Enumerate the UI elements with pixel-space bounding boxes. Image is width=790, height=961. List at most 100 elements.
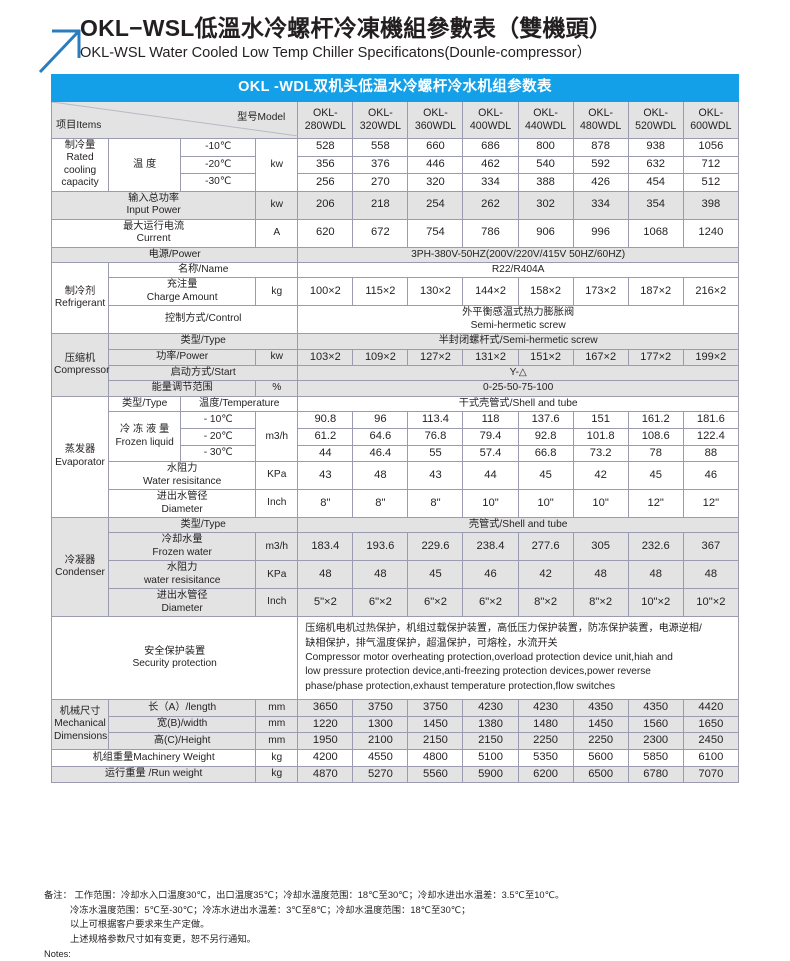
dimension-unit: mm (255, 699, 299, 717)
cell: 131×2 (462, 348, 519, 366)
cell: 2150 (407, 732, 464, 751)
refrigerant-name-value: R22/R404A (297, 261, 739, 279)
cell: 5600 (572, 749, 629, 767)
cell: 8"×2 (517, 588, 574, 618)
cell: 5560 (407, 765, 464, 784)
cell: 376 (352, 155, 409, 175)
page-header: OKL−WSL低溫水冷螺杆冷凍機組參數表（雙機頭） OKL-WSL Water … (0, 8, 790, 74)
page-title-cn: OKL−WSL低溫水冷螺杆冷凍機組參數表（雙機頭） (80, 15, 613, 41)
cell: 7070 (682, 765, 740, 784)
cell: 187×2 (627, 277, 684, 307)
cell: 446 (407, 155, 464, 175)
cell: 2300 (627, 732, 684, 751)
cell: 101.8 (572, 427, 629, 446)
cell: 1650 (682, 715, 740, 734)
note-line-4: 上述规格参数尺寸如有变更，恕不另行通知。 (70, 934, 256, 945)
cell: 45 (517, 461, 574, 491)
cell: 1560 (627, 715, 684, 734)
frozen-liquid-row-10: 冷 冻 液 量 Frozen liquid - 10℃ m3/h 90.8 96 … (52, 411, 740, 463)
condenser-resistance-unit: KPa (255, 560, 299, 590)
cell: 1220 (297, 715, 354, 734)
cell: 1300 (352, 715, 409, 734)
cell: 8"×2 (572, 588, 629, 618)
cell: 592 (572, 155, 629, 175)
condenser-diameter-unit: Inch (255, 588, 299, 618)
cell: 1240 (682, 218, 740, 248)
cooling-row-10: 制冷量 Rated cooling capacity 温 度 -10℃ kw 5… (50, 138, 740, 192)
cell: 5100 (462, 749, 519, 767)
cell: 672 (352, 218, 409, 248)
model-col-1: OKL- 320WDL (352, 101, 409, 139)
condenser-water-label: 冷却水量 Frozen water (108, 532, 257, 562)
cell: 92.8 (517, 427, 574, 446)
cell: 66.8 (517, 444, 574, 463)
cell: 5270 (352, 765, 409, 784)
security-protection-label: 安全保护装置 Security protection (50, 616, 299, 701)
table-title-row: OKL -WDL双机头低温水冷螺杆冷水机组参数表 (51, 74, 739, 102)
cell: 754 (407, 218, 464, 248)
evaporator-type-row: 蒸发器 Evaporator 类型/Type 温度/Temperature 干式壳… (50, 395, 739, 519)
title-block: OKL−WSL低溫水冷螺杆冷凍機組參數表（雙機頭） OKL-WSL Water … (80, 15, 613, 62)
cell: 103×2 (297, 348, 354, 366)
refrigerant-control-row: 控制方式/Control 外平衡感温式热力膨胀阀 Semi-hermetic sc… (52, 305, 739, 335)
cell: 57.4 (462, 444, 519, 463)
refrigerant-name-label: 名称/Name (108, 261, 299, 279)
cell: 2450 (682, 732, 740, 751)
cell: 906 (517, 218, 574, 248)
machinery-weight-label: 机组重量Machinery Weight (50, 749, 257, 767)
cell: 183.4 (297, 532, 354, 562)
frozen-liquid-label: 冷 冻 液 量 Frozen liquid (108, 411, 182, 463)
model-label: 型号Model (237, 112, 286, 123)
cell: 48 (297, 560, 354, 590)
model-col-3: OKL- 400WDL (462, 101, 519, 139)
cell: 398 (682, 190, 740, 220)
model-col-2: OKL- 360WDL (407, 101, 464, 139)
run-weight-label: 运行重量 /Run weight (50, 765, 257, 784)
condenser-water-unit: m3/h (255, 532, 299, 562)
compressor-start-value: Y-△ (297, 364, 739, 382)
cell: 173×2 (572, 277, 629, 307)
cell: 113.4 (407, 411, 464, 429)
cell: 4870 (297, 765, 354, 784)
cell: 712 (682, 155, 740, 175)
cell: 800 (517, 138, 574, 157)
capacity-range-label: 能量调节范围 (108, 380, 257, 397)
cell: 167×2 (572, 348, 629, 366)
cooling-unit: kw (255, 138, 299, 192)
cell: 540 (517, 155, 574, 175)
cell: 354 (627, 190, 684, 220)
cell: 5350 (517, 749, 574, 767)
cell: 206 (297, 190, 354, 220)
note-line-2: 冷冻水温度范围：5℃至-30℃；冷冻水进出水温差：3℃至8℃；冷却水温度范围：1… (70, 904, 471, 915)
cell: 96 (352, 411, 409, 429)
input-power-label: 输入总功率 Input Power (50, 190, 257, 220)
cell: 44 (462, 461, 519, 491)
cell: 6780 (627, 765, 684, 784)
model-col-6: OKL- 520WDL (627, 101, 684, 139)
compressor-range-row: 能量调节范围 % 0-25-50-75-100 (51, 380, 739, 397)
run-weight-row: 运行重量 /Run weight kg 4870 5270 5560 5900 … (50, 765, 740, 784)
cell: 45 (407, 560, 464, 590)
cell: 320 (407, 173, 464, 192)
dimensions-label: 机械尺寸 Mechanical Dimensions (50, 699, 110, 751)
cell: 181.6 (682, 411, 740, 429)
notes-block: 备注： 工作范围：冷却水入口温度30℃，出口温度35℃；冷却水温度范围：18℃至… (44, 888, 764, 961)
condenser-resistance-label: 水阻力 water resisitance (108, 560, 257, 590)
arrow-up-right-icon (36, 24, 92, 76)
temperature-label: 温 度 (108, 138, 182, 192)
cell: 48 (572, 560, 629, 590)
cell: 6"×2 (462, 588, 519, 618)
frozen-liquid-temp-10: - 10℃ (180, 411, 257, 429)
cell: 4230 (462, 699, 519, 717)
cell: 64.6 (352, 427, 409, 446)
cell: 4230 (517, 699, 574, 717)
security-protection-row: 安全保护装置 Security protection 压缩机电机过热保护，机组过载… (50, 616, 739, 701)
cell: 686 (462, 138, 519, 157)
machinery-weight-row: 机组重量Machinery Weight kg 4200 4550 4800 5… (50, 749, 740, 767)
evaporator-type-label: 类型/Type (108, 395, 182, 413)
cell: 558 (352, 138, 409, 157)
input-power-row: 输入总功率 Input Power kw 206 218 254 262 302 … (50, 190, 740, 220)
cell: 5"×2 (297, 588, 354, 618)
cell: 1450 (572, 715, 629, 734)
